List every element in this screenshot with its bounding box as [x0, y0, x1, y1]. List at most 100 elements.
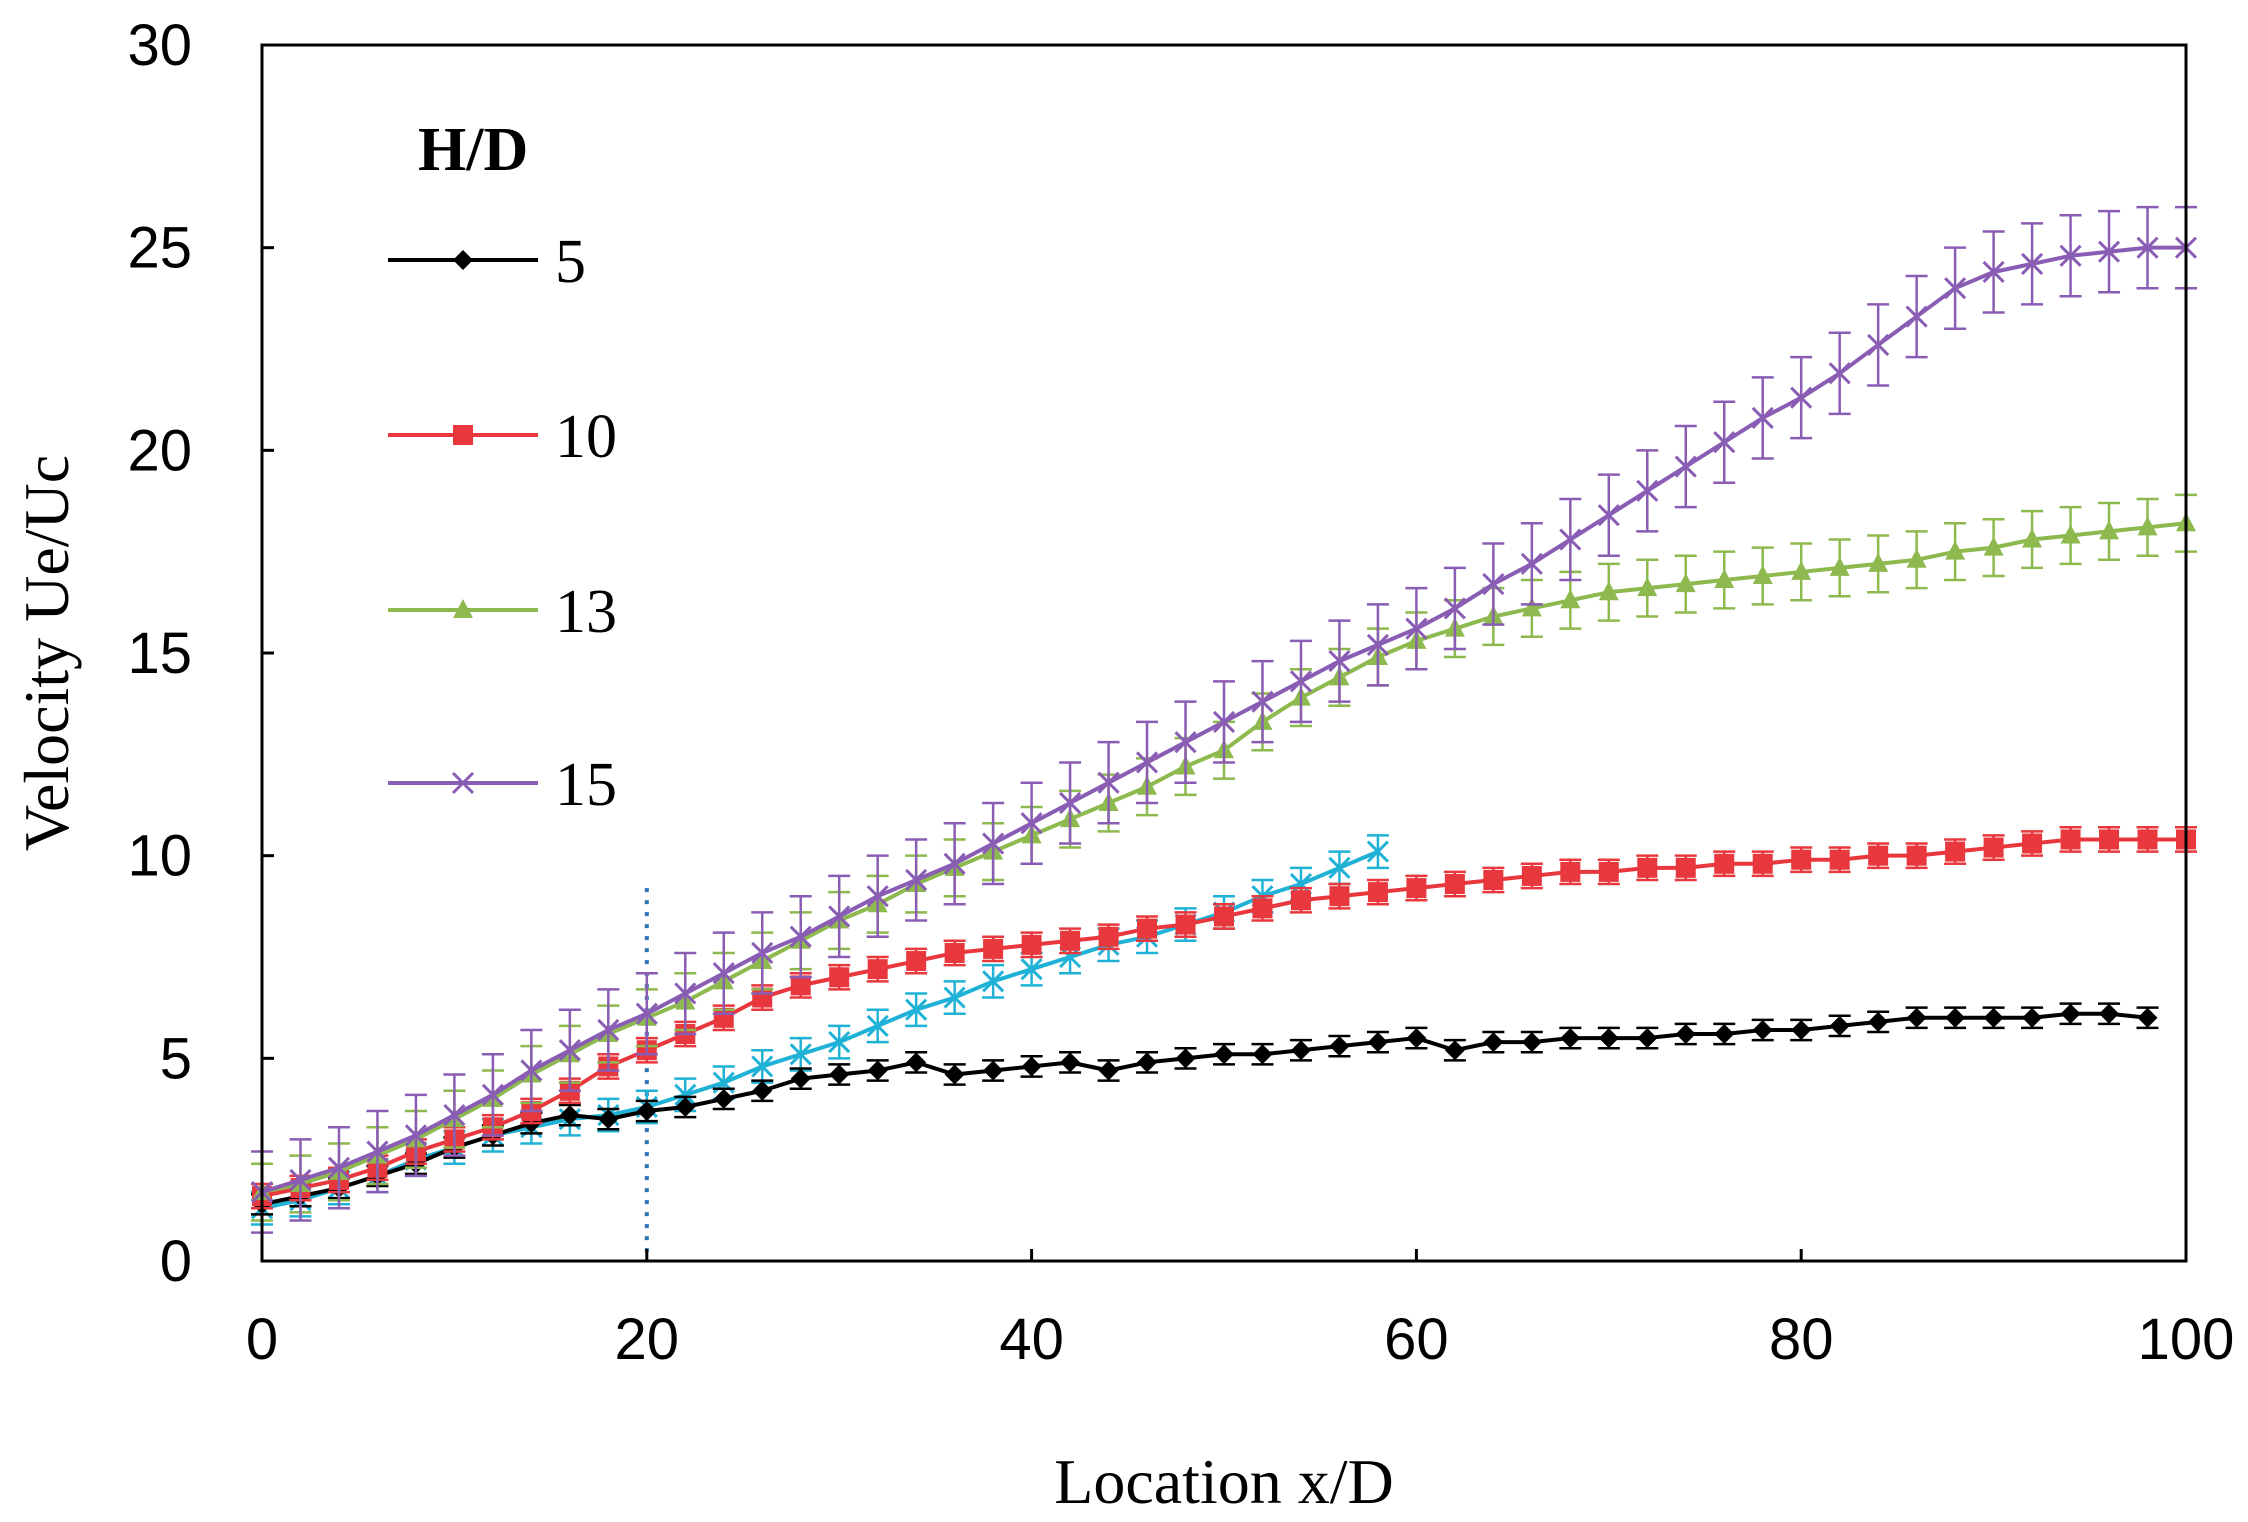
data-point [1060, 930, 1081, 951]
data-point [944, 1064, 965, 1085]
data-point-stroke [451, 771, 475, 795]
data-point-stroke [943, 986, 966, 1009]
y-tick-label: 30 [127, 13, 192, 78]
data-point [1560, 589, 1581, 609]
legend-label: 15 [555, 751, 617, 819]
data-point [1175, 1048, 1196, 1069]
data-point [1906, 845, 1927, 866]
data-point [2097, 240, 2121, 263]
y-tick-label: 15 [127, 621, 192, 686]
data-point-stroke [751, 941, 774, 965]
data-point [1366, 633, 1389, 656]
data-point [1868, 845, 1889, 866]
data-point [1521, 1032, 1542, 1053]
data-point [905, 868, 928, 892]
data-point-stroke [789, 1043, 812, 1066]
data-point [1367, 882, 1388, 903]
data-point [983, 1060, 1004, 1081]
data-point [1329, 886, 1350, 907]
data-point [1137, 1052, 1158, 1073]
data-point [866, 1014, 889, 1037]
data-point [829, 1064, 850, 1085]
legend-entry-5: 5 [388, 228, 586, 296]
data-point-stroke [1289, 670, 1313, 693]
data-point [1751, 406, 1774, 429]
data-point [1214, 906, 1234, 927]
data-point [829, 967, 850, 988]
data-point [752, 1080, 773, 1101]
data-point [1597, 504, 1620, 527]
data-point [289, 1168, 312, 1191]
data-point [1137, 918, 1158, 939]
data-point [1521, 597, 1542, 617]
data-point-stroke [1520, 552, 1543, 575]
data-point [1520, 552, 1543, 575]
data-point [2060, 1003, 2081, 1024]
data-point [453, 250, 473, 270]
data-point-stroke [1251, 690, 1274, 713]
data-point-stroke [751, 1055, 774, 1078]
data-point-stroke [1212, 710, 1236, 733]
data-point-stroke [1713, 431, 1736, 454]
data-point [1752, 1019, 1773, 1040]
data-point [789, 1043, 812, 1066]
data-point [2137, 1007, 2158, 1028]
data-point [790, 1068, 811, 1089]
legend-entry-13: 13 [388, 578, 617, 646]
data-point-stroke [943, 852, 966, 875]
data-point [906, 951, 927, 972]
y-axis-title: Velocity Ue/Uc [11, 455, 82, 851]
series-15 [250, 205, 2198, 1234]
data-point [1945, 841, 1966, 862]
data-point [1868, 552, 1889, 572]
data-point-stroke [866, 1014, 889, 1037]
data-point [2022, 1007, 2043, 1028]
data-point [1020, 958, 1043, 981]
data-point [1713, 431, 1736, 454]
data-point [1329, 1036, 1350, 1057]
data-point-stroke [982, 970, 1005, 993]
data-point-stroke [520, 1059, 543, 1082]
data-point [1021, 934, 1042, 955]
data-point-stroke [1982, 260, 2005, 284]
data-point [1020, 812, 1043, 835]
x-tick-label: 60 [1384, 1307, 1449, 1372]
data-point [1714, 1024, 1735, 1045]
data-point [1598, 1028, 1619, 1049]
data-point [1290, 890, 1311, 911]
data-point-stroke [327, 1156, 351, 1179]
data-point [1443, 597, 1466, 620]
data-point-stroke [1751, 406, 1774, 429]
data-point [2022, 833, 2043, 854]
data-point [1290, 1040, 1311, 1061]
y-tick-label: 25 [127, 216, 192, 281]
data-point [943, 986, 966, 1009]
data-point [789, 925, 812, 948]
x-tick-label: 40 [999, 1307, 1064, 1372]
data-point [1945, 540, 1966, 560]
data-point [2021, 252, 2044, 275]
data-point [1328, 650, 1351, 673]
data-point [1791, 560, 1812, 580]
data-point [828, 905, 851, 928]
data-point [1944, 277, 1967, 300]
data-point-stroke [674, 982, 697, 1005]
data-point [713, 1088, 734, 1109]
data-point [828, 1031, 851, 1054]
data-point-stroke [481, 1083, 504, 1106]
data-point-stroke [1020, 812, 1043, 835]
data-point [558, 1039, 581, 1062]
data-point [481, 1083, 504, 1106]
data-point-stroke [1944, 277, 1967, 300]
legend-entry-10: 10 [388, 403, 617, 471]
data-point [1252, 898, 1273, 919]
data-point-stroke [1366, 840, 1389, 863]
data-point [1483, 1032, 1504, 1053]
data-point-stroke [1559, 528, 1582, 551]
data-point [867, 959, 888, 980]
data-point-stroke [404, 1124, 427, 1147]
data-point [1482, 573, 1505, 596]
data-point [2137, 829, 2158, 850]
data-point [983, 938, 1004, 959]
